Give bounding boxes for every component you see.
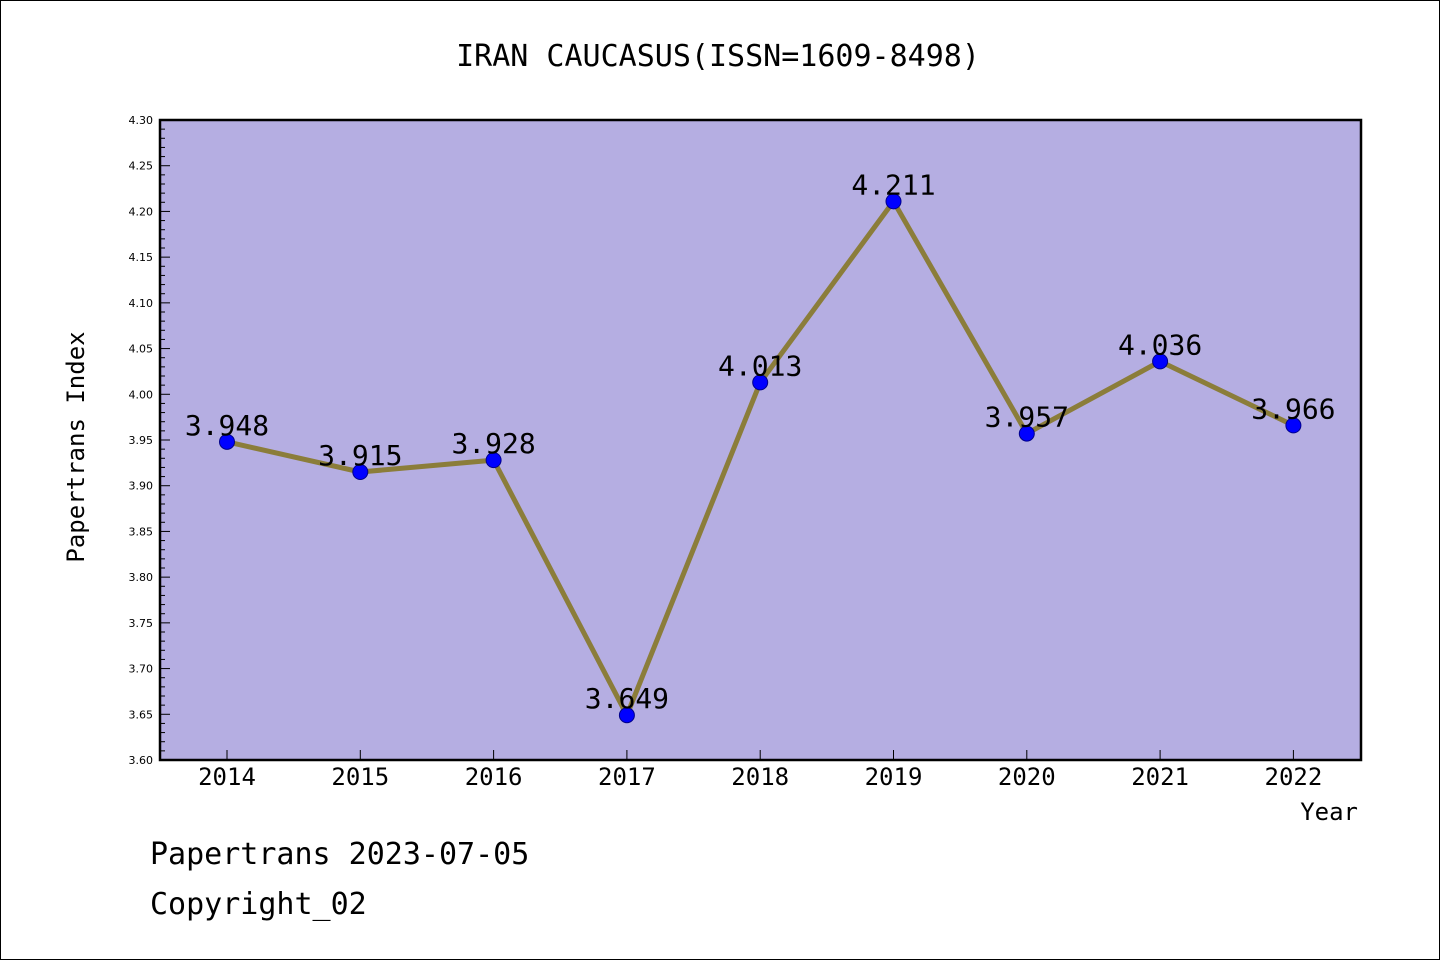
x-tick-label: 2020 (998, 763, 1056, 791)
y-tick-label: 4.00 (129, 388, 154, 401)
data-label: 3.948 (185, 409, 269, 442)
series-line-group (219, 193, 1302, 724)
y-axis: 3.60 3.65 3.70 3.75 3.80 3.85 3.90 3.95 4.00 4.05… (129, 114, 170, 767)
data-point (1018, 425, 1035, 442)
y-tick-label: 4.25 (129, 160, 154, 173)
y-tick-label: 3.95 (129, 434, 154, 447)
footer-copyright: Copyright_02 (150, 887, 367, 922)
data-point (485, 452, 502, 469)
data-point (752, 374, 769, 391)
y-tick-label: 3.85 (129, 525, 154, 538)
data-labels: 3.948 3.915 3.928 3.649 4.013 4.211 3.957 4.036… (185, 168, 1336, 715)
chart-title: IRAN CAUCASUS(ISSN=1609-8498) (456, 39, 980, 74)
x-tick-label: 2016 (465, 763, 523, 791)
data-label: 4.036 (1118, 328, 1202, 361)
x-tick-label: 2015 (331, 763, 389, 791)
y-tick-label: 4.30 (129, 114, 154, 127)
data-point (1285, 417, 1302, 434)
x-tick-label: 2017 (598, 763, 656, 791)
y-tick-label: 4.05 (129, 343, 154, 356)
plot-area (158, 118, 1363, 762)
y-tick-label: 4.20 (129, 205, 154, 218)
y-tick-label: 3.75 (129, 617, 154, 630)
data-label: 4.211 (851, 168, 935, 201)
data-point (618, 707, 635, 724)
x-tick-label: 2021 (1131, 763, 1189, 791)
data-label: 3.966 (1251, 392, 1335, 425)
y-tick-label: 3.65 (129, 708, 154, 721)
data-label: 3.649 (585, 682, 669, 715)
data-point (885, 193, 902, 210)
data-label: 3.915 (318, 439, 402, 472)
y-tick-label: 4.15 (129, 251, 154, 264)
y-tick-label: 3.60 (129, 754, 154, 767)
x-tick-label: 2014 (198, 763, 256, 791)
y-axis-title: Papertrans Index (62, 331, 90, 562)
data-point (1152, 353, 1169, 370)
footer-date: Papertrans 2023-07-05 (150, 837, 529, 872)
data-label: 4.013 (718, 349, 802, 382)
y-tick-label: 3.80 (129, 571, 154, 584)
y-tick-label: 3.90 (129, 480, 154, 493)
data-label: 3.928 (451, 427, 535, 460)
y-tick-label: 3.70 (129, 663, 154, 676)
x-tick-label: 2018 (731, 763, 789, 791)
x-tick-label: 2019 (865, 763, 923, 791)
x-tick-label: 2022 (1265, 763, 1323, 791)
x-axis: 2014 2015 2016 2017 2018 2019 2020 2021 2022 (198, 750, 1322, 791)
data-point (219, 433, 235, 450)
data-label: 3.957 (985, 401, 1069, 434)
data-point (352, 464, 369, 480)
y-tick-label: 4.10 (129, 297, 154, 310)
x-axis-title: Year (1300, 798, 1358, 826)
